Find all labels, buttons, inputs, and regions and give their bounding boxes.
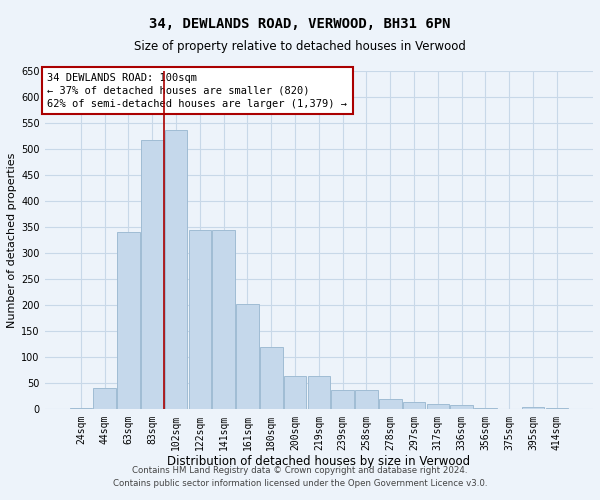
- Bar: [236, 304, 259, 410]
- Bar: [545, 408, 568, 410]
- Text: 34 DEWLANDS ROAD: 100sqm
← 37% of detached houses are smaller (820)
62% of semi-: 34 DEWLANDS ROAD: 100sqm ← 37% of detach…: [47, 72, 347, 109]
- X-axis label: Distribution of detached houses by size in Verwood: Distribution of detached houses by size …: [167, 455, 470, 468]
- Bar: [165, 130, 187, 409]
- Bar: [70, 408, 92, 410]
- Bar: [403, 402, 425, 409]
- Text: Size of property relative to detached houses in Verwood: Size of property relative to detached ho…: [134, 40, 466, 53]
- Text: 34, DEWLANDS ROAD, VERWOOD, BH31 6PN: 34, DEWLANDS ROAD, VERWOOD, BH31 6PN: [149, 18, 451, 32]
- Bar: [141, 140, 164, 409]
- Bar: [522, 408, 544, 410]
- Bar: [379, 399, 401, 409]
- Bar: [94, 388, 116, 409]
- Bar: [308, 376, 330, 410]
- Bar: [260, 347, 283, 410]
- Bar: [331, 390, 354, 409]
- Bar: [427, 404, 449, 409]
- Bar: [284, 376, 307, 410]
- Bar: [212, 230, 235, 410]
- Y-axis label: Number of detached properties: Number of detached properties: [7, 152, 17, 328]
- Text: Contains HM Land Registry data © Crown copyright and database right 2024.
Contai: Contains HM Land Registry data © Crown c…: [113, 466, 487, 487]
- Bar: [355, 390, 378, 409]
- Bar: [117, 232, 140, 410]
- Bar: [188, 230, 211, 410]
- Bar: [451, 405, 473, 409]
- Bar: [474, 408, 497, 410]
